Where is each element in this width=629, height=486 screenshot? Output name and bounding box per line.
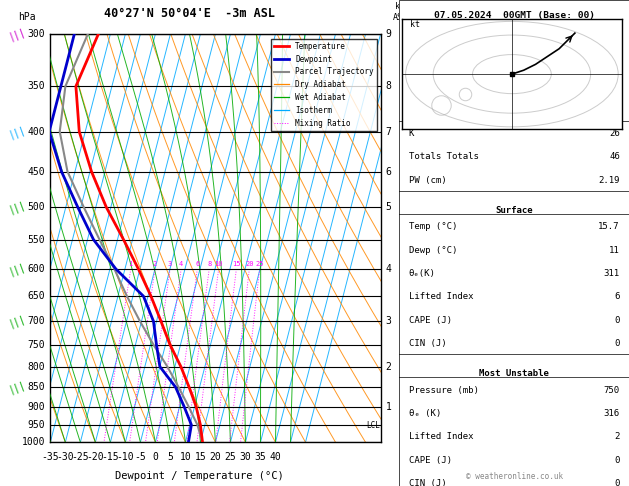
Text: -20: -20 (87, 452, 104, 463)
Text: -25: -25 (72, 452, 89, 463)
Text: 750: 750 (28, 340, 45, 350)
Text: 700: 700 (28, 316, 45, 326)
Text: 46: 46 (609, 153, 620, 161)
Text: 11: 11 (609, 246, 620, 255)
Text: 25: 25 (225, 452, 237, 463)
Text: 450: 450 (28, 167, 45, 176)
Text: 0: 0 (615, 479, 620, 486)
Text: |||: ||| (7, 313, 28, 330)
Text: 800: 800 (28, 362, 45, 372)
Text: hPa: hPa (18, 12, 36, 22)
Text: 2.19: 2.19 (598, 176, 620, 185)
Text: 600: 600 (28, 264, 45, 274)
Text: 300: 300 (28, 29, 45, 39)
Text: CIN (J): CIN (J) (409, 339, 446, 348)
Text: 6: 6 (386, 167, 391, 176)
Text: 311: 311 (604, 269, 620, 278)
Text: 5: 5 (386, 202, 391, 212)
Text: CAPE (J): CAPE (J) (409, 456, 452, 465)
Text: |||: ||| (7, 379, 28, 395)
Text: |||: ||| (7, 199, 28, 215)
Text: 1: 1 (129, 261, 133, 267)
Text: Dewpoint / Temperature (°C): Dewpoint / Temperature (°C) (114, 471, 283, 481)
Text: 650: 650 (28, 291, 45, 301)
Text: CAPE (J): CAPE (J) (409, 316, 452, 325)
Text: km
ASL: km ASL (393, 2, 408, 22)
Text: K: K (409, 129, 414, 138)
Text: Mixing Ratio (g/kg): Mixing Ratio (g/kg) (435, 191, 445, 286)
Text: 2: 2 (386, 362, 391, 372)
Text: 316: 316 (604, 409, 620, 418)
Text: Totals Totals: Totals Totals (409, 153, 479, 161)
Text: Most Unstable: Most Unstable (479, 369, 549, 379)
Text: |||: ||| (7, 26, 28, 42)
Text: 15.7: 15.7 (598, 223, 620, 231)
Text: Lifted Index: Lifted Index (409, 433, 473, 441)
Text: Dewp (°C): Dewp (°C) (409, 246, 457, 255)
Text: 15: 15 (232, 261, 241, 267)
Text: 40: 40 (270, 452, 281, 463)
Text: 20: 20 (245, 261, 253, 267)
Text: 8: 8 (207, 261, 211, 267)
Text: 0: 0 (615, 316, 620, 325)
Text: θₑ (K): θₑ (K) (409, 409, 441, 418)
Text: 07.05.2024  00GMT (Base: 00): 07.05.2024 00GMT (Base: 00) (434, 11, 594, 20)
Text: 1000: 1000 (22, 437, 45, 447)
Text: 40°27'N 50°04'E  -3m ASL: 40°27'N 50°04'E -3m ASL (104, 7, 274, 20)
Text: 6: 6 (195, 261, 199, 267)
Text: 900: 900 (28, 401, 45, 412)
Text: 0: 0 (615, 456, 620, 465)
Text: LCL: LCL (366, 421, 380, 431)
Text: 2: 2 (153, 261, 157, 267)
Text: 15: 15 (194, 452, 206, 463)
Text: θₑ(K): θₑ(K) (409, 269, 435, 278)
Text: 10: 10 (179, 452, 191, 463)
Text: 20: 20 (209, 452, 221, 463)
Text: |||: ||| (7, 123, 28, 139)
Text: 4: 4 (386, 264, 391, 274)
Text: 0: 0 (615, 339, 620, 348)
Text: 0: 0 (152, 452, 159, 463)
Text: Surface: Surface (496, 206, 533, 215)
Text: 400: 400 (28, 126, 45, 137)
Text: -35: -35 (42, 452, 59, 463)
Text: 750: 750 (604, 386, 620, 395)
Text: 4: 4 (179, 261, 183, 267)
Text: 3: 3 (168, 261, 172, 267)
Text: 25: 25 (255, 261, 264, 267)
Text: -15: -15 (101, 452, 119, 463)
Text: © weatheronline.co.uk: © weatheronline.co.uk (465, 472, 563, 481)
Text: 5: 5 (167, 452, 174, 463)
Text: 7: 7 (386, 126, 391, 137)
Text: PW (cm): PW (cm) (409, 176, 446, 185)
Text: 550: 550 (28, 235, 45, 244)
Text: 850: 850 (28, 382, 45, 392)
Text: 10: 10 (214, 261, 223, 267)
Text: 6: 6 (615, 293, 620, 301)
Text: 30: 30 (240, 452, 252, 463)
Text: -30: -30 (57, 452, 74, 463)
Text: kt: kt (409, 20, 420, 29)
Legend: Temperature, Dewpoint, Parcel Trajectory, Dry Adiabat, Wet Adiabat, Isotherm, Mi: Temperature, Dewpoint, Parcel Trajectory… (270, 39, 377, 131)
Text: 1: 1 (386, 401, 391, 412)
Text: 35: 35 (255, 452, 266, 463)
Text: |||: ||| (7, 261, 28, 277)
Text: 26: 26 (609, 129, 620, 138)
Text: Lifted Index: Lifted Index (409, 293, 473, 301)
Text: 950: 950 (28, 420, 45, 430)
Text: Temp (°C): Temp (°C) (409, 223, 457, 231)
Text: 3: 3 (386, 316, 391, 326)
Text: Pressure (mb): Pressure (mb) (409, 386, 479, 395)
Text: -5: -5 (135, 452, 147, 463)
Text: 2: 2 (615, 433, 620, 441)
Text: 500: 500 (28, 202, 45, 212)
Text: 9: 9 (386, 29, 391, 39)
Text: CIN (J): CIN (J) (409, 479, 446, 486)
Text: -10: -10 (116, 452, 134, 463)
Text: 8: 8 (386, 81, 391, 91)
Text: 350: 350 (28, 81, 45, 91)
